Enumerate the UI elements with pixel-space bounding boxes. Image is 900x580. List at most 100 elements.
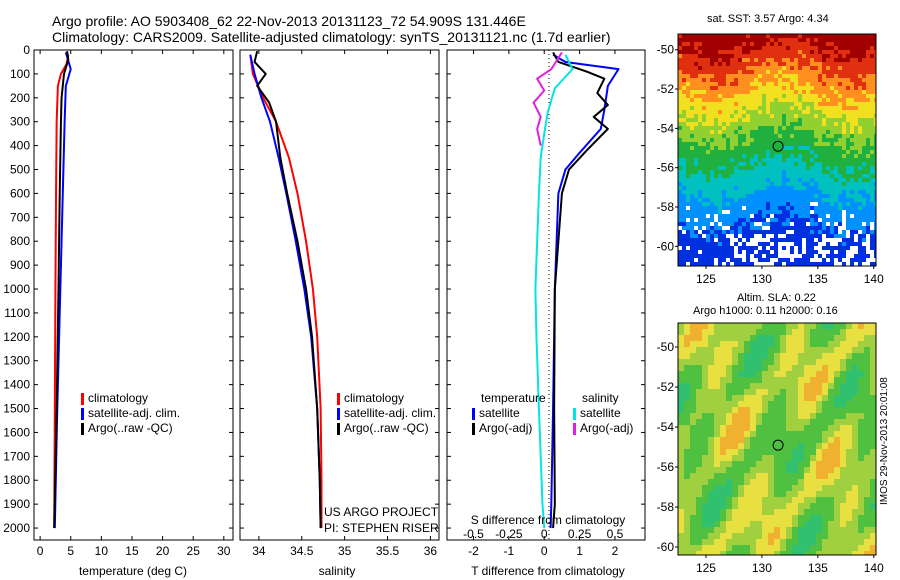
depth-tick-label: 200	[10, 91, 30, 105]
heatmap-cell	[846, 365, 852, 371]
heatmap-cell	[852, 443, 858, 449]
heatmap-cell	[730, 138, 734, 142]
heatmap-cell	[858, 94, 862, 98]
heatmap-cell	[842, 126, 846, 130]
heatmap-cell	[698, 134, 702, 138]
heatmap-cell	[698, 118, 702, 122]
heatmap-cell	[758, 94, 762, 98]
heatmap-cell	[770, 34, 774, 38]
heatmap-cell	[804, 545, 810, 551]
heatmap-cell	[750, 190, 754, 194]
heatmap-cell	[744, 497, 750, 503]
heatmap-cell	[864, 533, 870, 539]
legend-item: satellite-adj. clim.	[337, 406, 436, 421]
heatmap-cell	[734, 186, 738, 190]
heatmap-cell	[710, 70, 714, 74]
heatmap-cell	[732, 533, 738, 539]
heatmap-cell	[874, 230, 876, 234]
heatmap-cell	[694, 102, 698, 106]
heatmap-cell	[720, 359, 726, 365]
heatmap-cell	[686, 98, 690, 102]
heatmap-cell	[746, 226, 750, 230]
heatmap-cell	[870, 389, 876, 395]
heatmap-cell	[750, 407, 756, 413]
heatmap-cell	[706, 150, 710, 154]
legend-swatch	[337, 422, 340, 435]
heatmap-cell	[738, 218, 742, 222]
heatmap-cell	[770, 198, 774, 202]
heatmap-cell	[862, 194, 866, 198]
heatmap-cell	[738, 383, 744, 389]
heatmap-cell	[746, 86, 750, 90]
heatmap-cell	[722, 126, 726, 130]
heatmap-cell	[842, 50, 846, 54]
heatmap-cell	[864, 335, 870, 341]
heatmap-cell	[694, 154, 698, 158]
heatmap-cell	[864, 377, 870, 383]
heatmap-cell	[754, 246, 758, 250]
heatmap-cell	[778, 258, 782, 262]
heatmap-cell	[804, 419, 810, 425]
heatmap-cell	[854, 194, 858, 198]
heatmap-cell	[732, 359, 738, 365]
heatmap-cell	[798, 419, 804, 425]
heatmap-cell	[768, 485, 774, 491]
heatmap-cell	[732, 335, 738, 341]
heatmap-cell	[690, 242, 694, 246]
heatmap-cell	[870, 42, 874, 46]
heatmap-cell	[810, 401, 816, 407]
heatmap-cell	[846, 389, 852, 395]
heatmap-cell	[828, 461, 834, 467]
heatmap-cell	[726, 130, 730, 134]
heatmap-cell	[706, 158, 710, 162]
heatmap-cell	[828, 533, 834, 539]
heatmap-cell	[778, 202, 782, 206]
heatmap-cell	[684, 521, 690, 527]
depth-axis: 0100200300400500600700800900100011001200…	[3, 43, 30, 535]
heatmap-cell	[786, 254, 790, 258]
heatmap-cell	[766, 226, 770, 230]
heatmap-cell	[720, 371, 726, 377]
heatmap-cell	[686, 50, 690, 54]
heatmap-cell	[846, 182, 850, 186]
heatmap-cell	[866, 134, 870, 138]
heatmap-cell	[726, 341, 732, 347]
heatmap-cell	[794, 138, 798, 142]
depth-tick-label: 700	[10, 210, 30, 224]
heatmap-cell	[706, 106, 710, 110]
heatmap-cell	[778, 42, 782, 46]
heatmap-cell	[834, 190, 838, 194]
heatmap-cell	[762, 130, 766, 134]
heatmap-cell	[726, 479, 732, 485]
heatmap-cell	[826, 106, 830, 110]
heatmap-cell	[690, 539, 696, 545]
heatmap-cell	[774, 206, 778, 210]
heatmap-cell	[762, 98, 766, 102]
heatmap-cell	[708, 545, 714, 551]
heatmap-cell	[782, 218, 786, 222]
heatmap-cell	[768, 371, 774, 377]
heatmap-cell	[792, 425, 798, 431]
depth-tick-label: 600	[10, 186, 30, 200]
heatmap-cell	[722, 186, 726, 190]
heatmap-cell	[870, 250, 874, 254]
heatmap-cell	[726, 198, 730, 202]
heatmap-cell	[840, 419, 846, 425]
figure-title-line1: Argo profile: AO 5903408_62 22-Nov-2013 …	[52, 13, 526, 29]
heatmap-cell	[738, 94, 742, 98]
heatmap-cell	[726, 214, 730, 218]
heatmap-cell	[798, 66, 802, 70]
heatmap-cell	[734, 250, 738, 254]
heatmap-cell	[770, 246, 774, 250]
heatmap-cell	[714, 170, 718, 174]
heatmap-cell	[850, 254, 854, 258]
heatmap-cell	[738, 54, 742, 58]
heatmap-cell	[774, 190, 778, 194]
heatmap-cell	[798, 425, 804, 431]
heatmap-cell	[810, 158, 814, 162]
heatmap-cell	[702, 485, 708, 491]
heatmap-cell	[762, 50, 766, 54]
heatmap-cell	[866, 166, 870, 170]
heatmap-cell	[750, 94, 754, 98]
